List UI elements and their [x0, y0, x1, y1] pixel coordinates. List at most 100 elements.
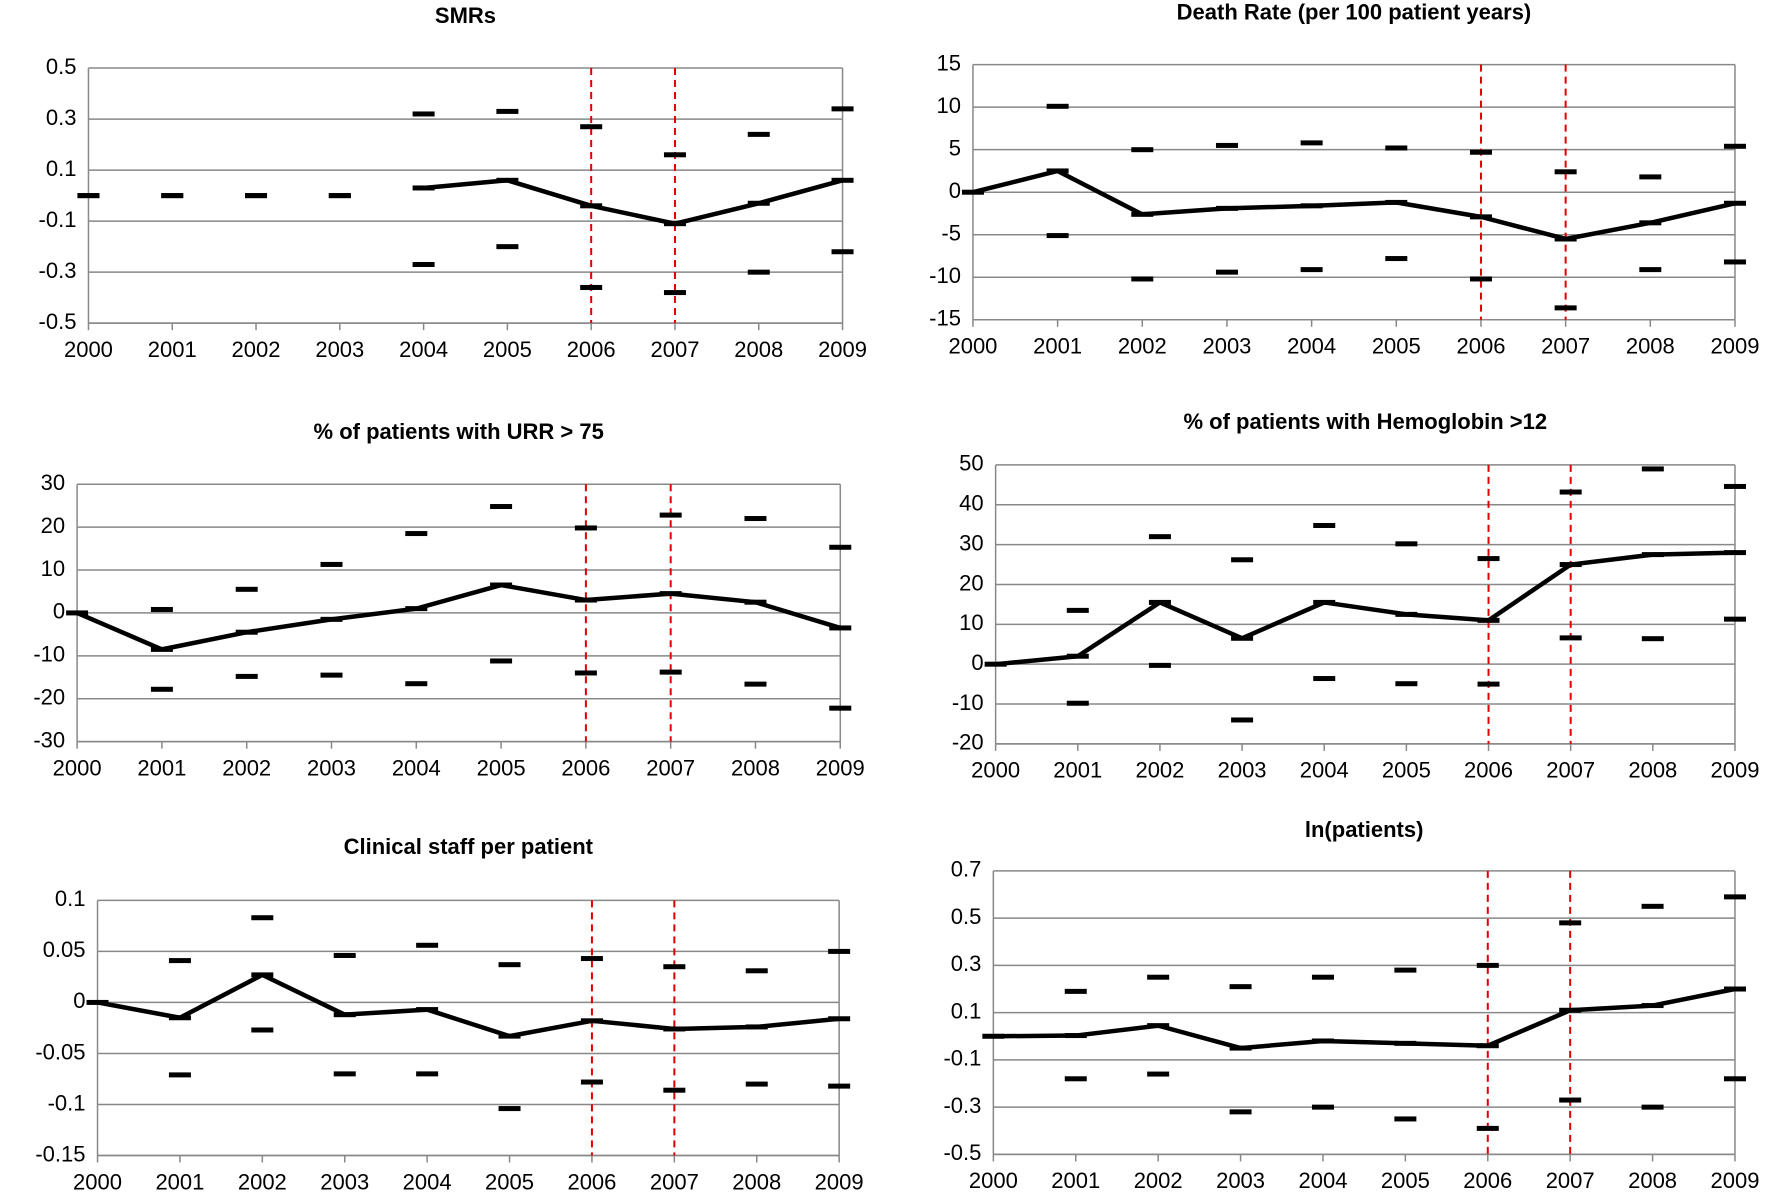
ci-marker: [1147, 1071, 1170, 1077]
x-tick-label: 2002: [1118, 334, 1167, 359]
x-tick-label: 2000: [64, 337, 113, 362]
ci-marker: [1723, 483, 1746, 489]
estimate-line: [993, 986, 1736, 1051]
y-tick-label: -0.3: [39, 258, 77, 283]
ci-marker: [1559, 1097, 1582, 1103]
x-tick-label: 2007: [646, 755, 695, 780]
ci-marker: [574, 670, 597, 676]
ci-marker: [168, 1015, 191, 1021]
ci-marker: [1554, 305, 1577, 311]
ci-marker: [498, 962, 521, 968]
ci-marker: [982, 1033, 1005, 1039]
x-tick-label: 2007: [1546, 758, 1595, 783]
ci-marker: [1229, 1045, 1252, 1051]
y-tick-label: 40: [959, 491, 983, 516]
ci-marker: [320, 672, 343, 678]
ci-marker: [405, 606, 428, 612]
ci-marker: [1559, 562, 1582, 568]
x-tick-label: 2003: [307, 755, 356, 780]
ci-marker: [412, 261, 435, 267]
ci-marker: [1231, 557, 1254, 563]
ci-marker: [828, 1083, 851, 1089]
x-tick-label: 2001: [1033, 334, 1082, 359]
x-tick-label: 2009: [816, 755, 865, 780]
y-tick-label: -10: [929, 263, 961, 288]
ci-marker: [663, 1026, 686, 1032]
y-tick-label: 0.1: [951, 998, 982, 1023]
ci-marker: [496, 177, 519, 183]
ci-marker: [1641, 1104, 1664, 1110]
ci-marker: [77, 193, 100, 199]
ci-marker: [1559, 920, 1582, 926]
ci-marker: [235, 673, 258, 679]
ci-marker: [66, 610, 89, 616]
y-tick-label: 15: [936, 50, 960, 75]
ci-marker: [1477, 681, 1500, 687]
x-tick-label: 2002: [222, 755, 271, 780]
y-tick-label: 50: [959, 451, 983, 476]
ci-marker: [1723, 894, 1746, 900]
y-tick-label: -0.5: [943, 1140, 981, 1165]
ci-marker: [747, 269, 770, 275]
x-tick-label: 2001: [1053, 758, 1102, 783]
x-tick-label: 2006: [567, 1169, 616, 1194]
x-tick-label: 2003: [320, 1169, 369, 1194]
ci-marker: [580, 1079, 603, 1085]
estimate-line: [97, 972, 840, 1039]
ci-marker: [1559, 489, 1582, 495]
x-tick-label: 2003: [1218, 758, 1267, 783]
x-tick-label: 2004: [1298, 1168, 1347, 1193]
x-tick-label: 2004: [399, 337, 448, 362]
ci-marker: [580, 956, 603, 962]
ci-marker: [659, 512, 682, 518]
ci-marker: [831, 249, 854, 255]
ci-marker: [1723, 143, 1746, 149]
estimate-line: [972, 168, 1736, 242]
ci-marker: [1046, 168, 1069, 174]
y-tick-label: 10: [936, 93, 960, 118]
x-tick-label: 2009: [815, 1169, 864, 1194]
y-tick-label: 0.1: [46, 156, 77, 181]
ci-marker: [1064, 988, 1087, 994]
x-tick-label: 2007: [1541, 334, 1590, 359]
ci-marker: [1476, 1043, 1499, 1049]
ci-marker: [1395, 541, 1418, 547]
ci-marker: [745, 1024, 768, 1030]
ci-marker: [1148, 662, 1171, 668]
y-tick-label: 0.5: [951, 904, 982, 929]
ci-marker: [1229, 1109, 1252, 1115]
y-tick-label: -0.05: [35, 1039, 85, 1064]
ci-marker: [150, 646, 173, 652]
ci-marker: [663, 964, 686, 970]
ci-marker: [490, 582, 513, 588]
x-tick-label: 2005: [485, 1169, 534, 1194]
y-tick-label: -0.1: [943, 1046, 981, 1071]
ci-marker: [1723, 550, 1746, 556]
x-tick-label: 2004: [403, 1169, 452, 1194]
ci-marker: [659, 591, 682, 597]
estimate-line: [76, 582, 841, 652]
x-tick-label: 2008: [734, 337, 783, 362]
ci-marker: [328, 193, 351, 199]
y-tick-label: 30: [41, 470, 65, 495]
y-tick-label: -0.15: [35, 1141, 85, 1166]
ci-marker: [1313, 599, 1336, 605]
y-tick-label: -5: [941, 221, 961, 246]
x-tick-label: 2001: [148, 337, 197, 362]
ci-marker: [747, 131, 770, 137]
x-tick-label: 2006: [567, 337, 616, 362]
ci-marker: [1477, 556, 1500, 562]
ci-marker: [1311, 974, 1334, 980]
ci-marker: [333, 1071, 356, 1077]
x-tick-label: 2008: [732, 1169, 781, 1194]
x-tick-label: 2009: [1711, 758, 1760, 783]
y-tick-label: 5: [949, 135, 961, 160]
ci-marker: [663, 290, 686, 296]
ci-marker: [1215, 269, 1238, 275]
x-tick-label: 2008: [1628, 1168, 1677, 1193]
x-tick-label: 2008: [1628, 758, 1677, 783]
ci-marker: [580, 124, 603, 130]
ci-marker: [251, 915, 274, 921]
ci-marker: [1229, 984, 1252, 990]
ci-marker: [659, 669, 682, 675]
